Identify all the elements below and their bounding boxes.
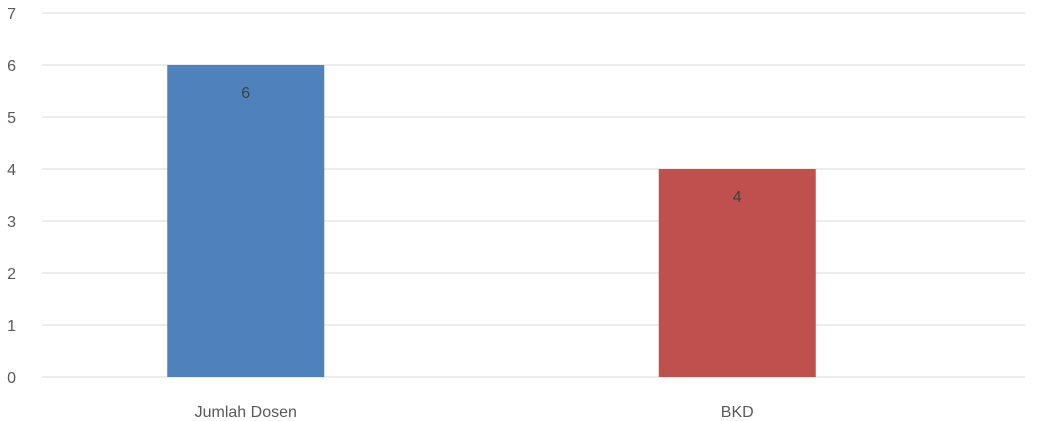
- bar: [167, 65, 325, 377]
- x-tick-label: Jumlah Dosen: [195, 404, 297, 421]
- y-tick-label: 2: [7, 266, 16, 283]
- data-labels: 64: [241, 85, 742, 206]
- y-tick-label: 4: [7, 162, 16, 179]
- y-tick-label: 7: [7, 6, 16, 23]
- y-tick-label: 0: [7, 370, 16, 387]
- y-tick-label: 5: [7, 110, 16, 127]
- x-tick-label: BKD: [721, 404, 754, 421]
- y-tick-label: 6: [7, 58, 16, 75]
- y-axis-ticks: 0 1 2 3 4 5 6 7: [7, 6, 16, 387]
- y-tick-label: 1: [7, 318, 16, 335]
- data-label: 4: [733, 189, 742, 206]
- x-axis-ticks: Jumlah Dosen BKD: [195, 404, 754, 421]
- bar: [658, 169, 816, 377]
- bars: [167, 65, 816, 377]
- y-tick-label: 3: [7, 214, 16, 231]
- data-label: 6: [241, 85, 250, 102]
